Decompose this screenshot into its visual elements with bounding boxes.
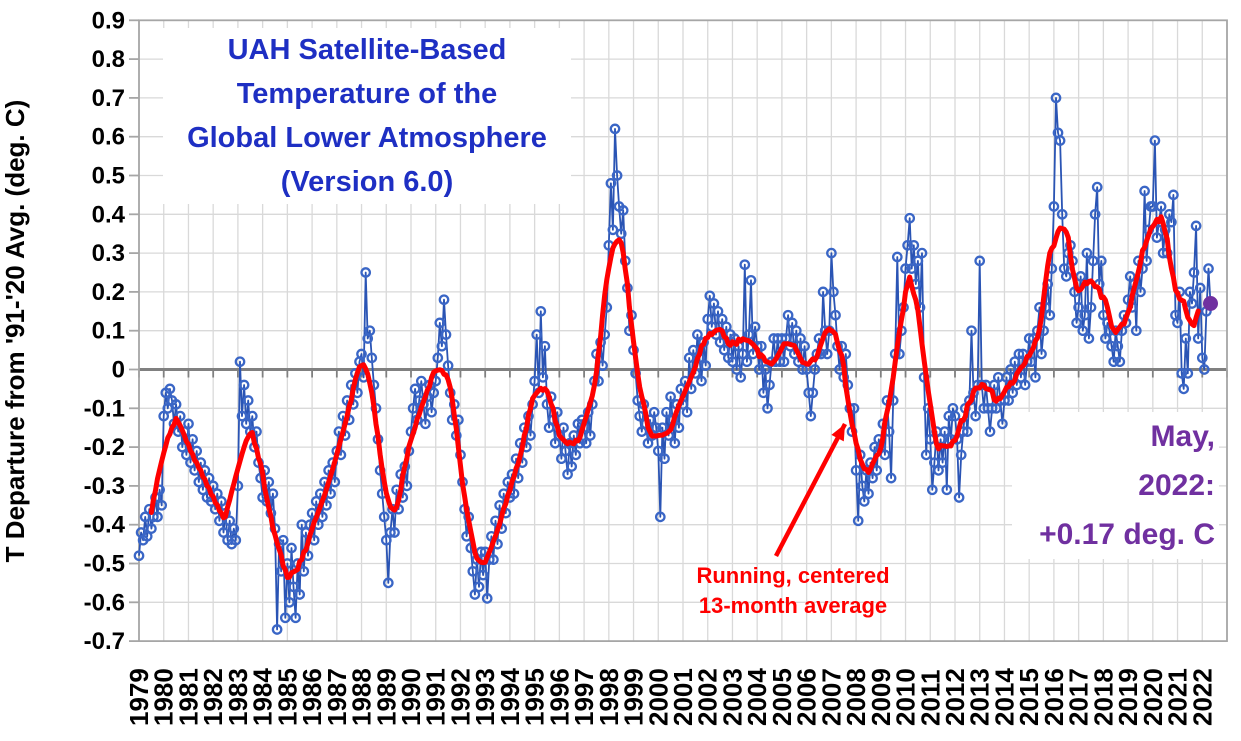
- x-tick-label: 2006: [792, 668, 822, 726]
- x-tick-label: 1990: [396, 668, 426, 726]
- x-tick-label: 1980: [149, 668, 179, 726]
- latest-point-marker: [1203, 296, 1218, 311]
- x-tick-label: 2014: [989, 668, 1019, 726]
- x-tick-label: 2000: [643, 668, 673, 726]
- x-tick-label: 1999: [619, 668, 649, 726]
- x-tick-label: 2022: [1187, 668, 1217, 726]
- y-tick-label: -0.3: [84, 473, 125, 500]
- x-tick-label: 2007: [816, 668, 846, 726]
- x-tick-label: 2016: [1039, 668, 1069, 726]
- x-tick-label: 1982: [198, 668, 228, 726]
- y-tick-label: 0.3: [92, 240, 125, 267]
- y-tick-label: 0.1: [92, 318, 125, 345]
- y-tick-label: -0.5: [84, 551, 125, 578]
- smoother-annotation: Running, centered 13-month average: [653, 561, 933, 621]
- x-tick-label: 1979: [124, 668, 154, 726]
- x-tick-label: 2013: [965, 668, 995, 726]
- latest-value-line: +0.17 deg. C: [1039, 518, 1215, 551]
- x-tick-label: 2003: [717, 668, 747, 726]
- y-tick-label: 0.4: [92, 201, 126, 228]
- y-tick-label: 0.8: [92, 46, 125, 73]
- x-tick-label: 2020: [1138, 668, 1168, 726]
- x-tick-label: 2018: [1088, 668, 1118, 726]
- x-tick-label: 2011: [915, 670, 945, 726]
- x-tick-label: 2004: [742, 668, 772, 726]
- y-tick-label: 0.9: [92, 7, 125, 34]
- y-tick-label: 0.2: [92, 279, 125, 306]
- chart-title-line: UAH Satellite-Based: [227, 34, 507, 66]
- x-tick-label: 1993: [470, 668, 500, 726]
- x-tick-label: 2015: [1014, 668, 1044, 726]
- y-axis-title: T Departure from '91-'20 Avg. (deg. C): [0, 100, 30, 563]
- x-tick-label: 2019: [1113, 668, 1143, 726]
- x-tick-label: 2002: [693, 668, 723, 726]
- x-tick-label: 1981: [173, 668, 203, 726]
- x-tick-label: 1991: [421, 668, 451, 726]
- x-tick-label: 2017: [1064, 668, 1094, 726]
- x-tick-label: 2008: [841, 668, 871, 726]
- x-tick-label: 1996: [544, 668, 574, 726]
- annotation-arrow: [831, 424, 845, 442]
- chart-title-line: Temperature of the: [236, 78, 498, 110]
- x-tick-label: 2001: [668, 668, 698, 726]
- y-tick-label: -0.6: [84, 589, 125, 616]
- x-tick-label: 1997: [569, 668, 599, 726]
- y-tick-label: 0.6: [92, 124, 125, 151]
- latest-value-line: 2022:: [1138, 469, 1215, 502]
- smoother-annotation-line: 13-month average: [698, 593, 888, 618]
- y-tick-label: -0.7: [84, 628, 125, 655]
- x-tick-label: 1984: [248, 668, 278, 726]
- latest-value-callout: May, 2022: +0.17 deg. C: [1012, 412, 1219, 559]
- y-tick-label: 0: [112, 357, 125, 384]
- latest-value-line: May,: [1150, 420, 1215, 453]
- x-tick-label: 1985: [272, 668, 302, 726]
- x-tick-label: 2010: [891, 668, 921, 726]
- chart-title: UAH Satellite-Based Temperature of the G…: [163, 28, 571, 204]
- y-tick-label: 0.5: [92, 163, 125, 190]
- x-tick-label: 1986: [297, 668, 327, 726]
- x-tick-label: 2012: [940, 668, 970, 726]
- x-tick-label: 1994: [495, 668, 525, 726]
- smoother-annotation-line: Running, centered: [696, 563, 890, 588]
- chart-title-line: (Version 6.0): [280, 166, 454, 198]
- x-tick-label: 1998: [594, 668, 624, 726]
- y-tick-label: -0.1: [84, 395, 125, 422]
- x-tick-label: 1989: [371, 668, 401, 726]
- x-tick-label: 2009: [866, 668, 896, 726]
- x-tick-label: 1995: [520, 668, 550, 726]
- y-tick-label: -0.4: [84, 512, 126, 539]
- x-tick-label: 2021: [1163, 668, 1193, 726]
- x-tick-label: 2005: [767, 668, 797, 726]
- y-tick-label: -0.2: [84, 434, 125, 461]
- x-tick-label: 1988: [347, 668, 377, 726]
- y-tick-label: 0.7: [92, 85, 125, 112]
- x-tick-label: 1983: [223, 668, 253, 726]
- smoothed-average-line: [148, 214, 1201, 580]
- chart-title-line: Global Lower Atmosphere: [187, 122, 547, 154]
- x-tick-label: 1987: [322, 668, 352, 726]
- x-tick-label: 1992: [445, 668, 475, 726]
